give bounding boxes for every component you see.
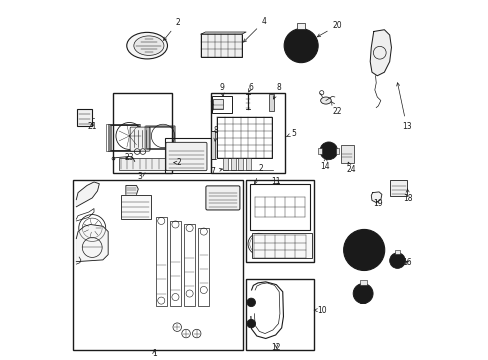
Text: 3: 3 [137,172,145,181]
Text: 5: 5 [285,129,296,138]
Text: 21: 21 [87,122,97,131]
Bar [223,158,227,170]
Bar [107,125,139,150]
Bar [121,195,150,219]
Bar [77,109,91,126]
Bar [113,94,172,173]
Text: 7: 7 [210,167,222,176]
Circle shape [246,298,255,307]
Bar [246,180,313,262]
Bar [296,23,305,30]
Text: 11: 11 [271,177,281,186]
Bar [211,96,232,113]
Text: 10: 10 [314,306,326,315]
Bar [164,138,210,173]
Circle shape [352,284,372,303]
Bar [119,158,166,170]
Text: 24: 24 [346,162,356,175]
Circle shape [319,142,337,160]
Text: 17: 17 [347,237,362,248]
Ellipse shape [134,36,163,55]
Text: 15: 15 [358,294,367,306]
Text: 22: 22 [331,102,341,116]
Bar [389,180,407,196]
Bar [106,124,140,151]
FancyBboxPatch shape [165,142,206,171]
Bar [110,125,137,150]
Text: 2: 2 [254,164,262,184]
Bar [111,125,136,150]
Polygon shape [76,182,99,207]
Bar [147,127,174,149]
Circle shape [389,253,405,269]
Polygon shape [369,30,391,76]
FancyBboxPatch shape [205,186,240,210]
Text: 1: 1 [151,349,156,358]
Bar [318,148,321,154]
Bar [246,279,313,350]
Bar [146,126,174,149]
Polygon shape [125,185,138,194]
Bar [201,34,242,57]
Ellipse shape [320,97,330,104]
Bar [109,125,138,150]
Bar [73,180,242,350]
Text: 20: 20 [317,21,342,37]
Bar [170,221,181,306]
Text: 19: 19 [372,199,382,208]
Bar [213,99,223,109]
FancyBboxPatch shape [130,127,150,151]
Bar [340,145,353,162]
Text: 14: 14 [320,158,329,171]
Circle shape [284,29,318,63]
Bar [211,131,215,159]
Text: 9: 9 [219,82,224,96]
Bar [269,94,273,111]
Bar [149,127,172,149]
Bar [156,217,166,306]
Bar [249,184,309,230]
Bar [394,250,400,253]
Polygon shape [201,32,245,34]
Text: 2: 2 [163,18,180,40]
Circle shape [361,247,366,253]
Text: 18: 18 [403,189,412,203]
Bar [252,233,311,258]
Bar [210,94,285,173]
Bar [335,148,339,154]
Text: 12: 12 [271,343,281,352]
Bar [198,228,209,306]
Bar [230,158,235,170]
Text: 8: 8 [213,126,218,141]
Circle shape [343,229,384,270]
Text: 8: 8 [273,82,280,99]
Text: 23: 23 [124,153,134,162]
Text: 6: 6 [247,83,252,92]
Text: 16: 16 [402,258,411,267]
Polygon shape [76,225,108,262]
Bar [184,225,195,306]
Text: 4: 4 [243,17,266,42]
Bar [217,117,271,158]
Bar [359,280,366,285]
Ellipse shape [126,32,167,59]
Bar [148,127,173,149]
Bar [145,126,175,149]
Text: 13: 13 [396,83,411,131]
Bar [238,158,243,170]
Bar [246,158,251,170]
Polygon shape [370,192,381,203]
Circle shape [246,319,255,328]
Text: 2: 2 [173,158,182,167]
